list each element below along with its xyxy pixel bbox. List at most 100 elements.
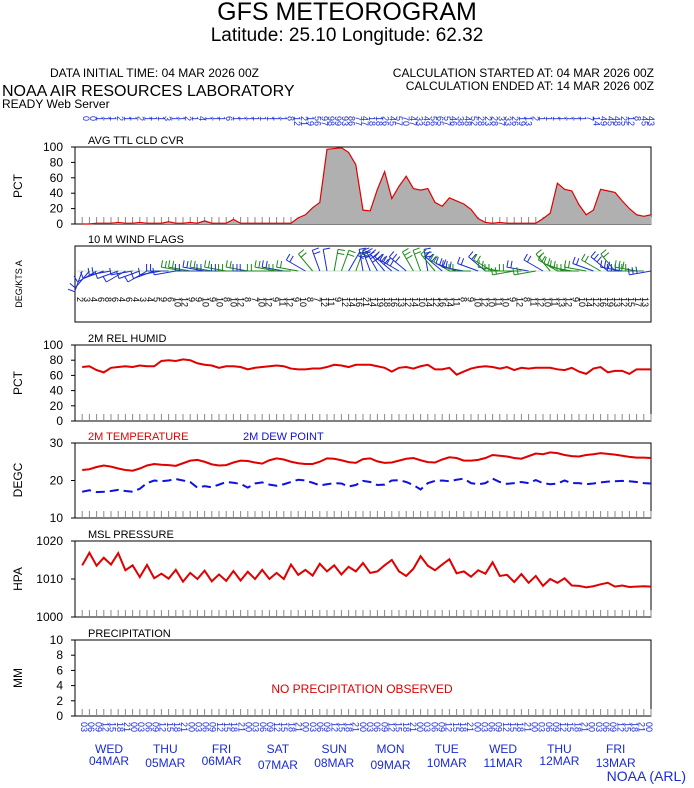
wind-barb-feather [391,253,398,260]
wind-barb-feather [581,253,586,261]
wind-barb-feather [627,267,630,275]
hour-label: 09 [437,722,447,732]
hour-label: 00 [472,722,482,732]
cloud-top-label: 8 [285,116,295,121]
hour-label: 06 [372,722,382,732]
precip-annotation: NO PRECIPITATION OBSERVED [271,682,453,696]
cloud-top-label: 99 [333,116,343,126]
hour-label: 12 [329,722,339,732]
hour-label: 18 [229,722,239,732]
wind-barb-feather [441,260,444,268]
wind-barb-feather [109,267,112,275]
wind-barb-feather [510,260,513,268]
cloud-top-label: 1 [551,116,561,121]
hour-label: 03 [479,722,489,732]
wind-speed-label: 11 [528,297,538,306]
hour-label: 03 [365,722,375,732]
pres-y-axis-label: HPA [11,567,25,591]
cloud-top-label: 1 [238,116,248,121]
wind-speed-label: 8 [103,297,113,302]
wind-speed-label: 19 [605,297,615,307]
wind-speed-label: 5 [152,297,162,302]
wind-speed-label: 10 [473,297,483,307]
hour-label: 15 [336,722,346,732]
wind-speed-label: 13 [396,297,406,307]
wind-speed-label: 14 [424,297,434,307]
day-weekday: WED [489,742,517,756]
hour-label: 15 [451,722,461,732]
wind-barb [133,270,155,279]
rh-y-tick: 40 [50,384,64,398]
wind-speed-label: 10 [228,297,238,307]
wind-speed-label: 11 [277,297,287,306]
wind-speed-label: 14 [445,297,455,307]
hour-label: 12 [158,722,168,732]
cloud-y-tick: 20 [50,202,64,216]
day-weekday: FRI [212,742,231,756]
pres-panel-title: MSL PRESSURE [88,529,174,541]
cloud-top-label: 6 [224,116,234,121]
wind-speed-label: 8 [521,297,531,302]
hour-label: 00 [301,722,311,732]
hour-label: 03 [136,722,146,732]
wind-barb-feather [374,251,380,258]
wind-barb-feather [80,271,84,279]
temp-y-axis-label: DEGC [11,462,25,497]
cloud-top-label: 23 [483,116,493,126]
dew-point-line [81,477,652,494]
cloud-top-label: 1 [204,116,214,121]
rh-frame [74,344,652,422]
wind-barb-feather [429,253,435,261]
wind-barb [581,259,601,272]
hour-label: 21 [294,722,304,732]
wind-barb-feather [572,256,576,264]
cloud-top-label: 86 [347,116,357,126]
hour-label: 03 [251,722,261,732]
wind-speed-label: 6 [166,297,176,302]
precip-y-tick: 6 [56,663,63,677]
wind-speed-label: 4 [117,297,127,302]
wind-barb-feather [389,259,395,267]
wind-speed-label: 12 [563,297,573,307]
wind-speed-label: 14 [584,297,594,307]
wind-speed-label: 16 [438,297,448,307]
wind-speed-label: 11 [494,297,504,306]
day-weekday: SAT [267,742,290,756]
day-date: 10MAR [427,756,467,770]
cloud-top-label: 1 [278,116,288,121]
cloud-top-label: 45 [605,116,615,126]
wind-speed-label: 9 [187,297,197,302]
cloud-top-label: 1 [129,116,139,121]
wind-speed-label: 10 [173,297,183,307]
cloud-top-label: 1 [95,116,105,121]
noaa-credit[interactable]: NOAA (ARL) [606,768,686,784]
wind-barb-feather [276,260,279,268]
wind-y-axis-label: DEG/KTS A [14,260,24,308]
wind-barb-feather [439,258,443,266]
pres-y-tick: 1020 [36,534,63,548]
hour-label: 15 [165,722,175,732]
wind-barb-feather [607,261,611,269]
wind-barb [600,253,616,272]
cloud-top-label: 1 [558,116,568,121]
cloud-top-label: 1 [190,116,200,121]
wind-barb-feather [481,260,484,268]
wind-barb-feather [337,248,346,252]
wind-barb-feather [377,253,383,260]
wind-barb [514,270,536,276]
wind-barb [538,259,558,272]
wind-speed-label: 10 [201,297,211,307]
wind-speed-label: 13 [640,297,650,307]
wind-barb-feather [593,253,599,260]
wind-barb-feather [298,249,305,255]
wind-barb-feather [87,267,90,275]
wind-barb-feather [164,260,167,268]
cloud-y-tick: 60 [50,171,64,185]
wind-barb-feather [468,251,474,258]
cloud-top-label: 1 [122,116,132,121]
rh-y-tick: 80 [50,353,64,367]
cloud-top-label: 56 [313,116,323,126]
wind-barb [333,249,339,272]
wind-barb-feather [138,267,141,275]
wind-barb-feather [449,261,452,269]
